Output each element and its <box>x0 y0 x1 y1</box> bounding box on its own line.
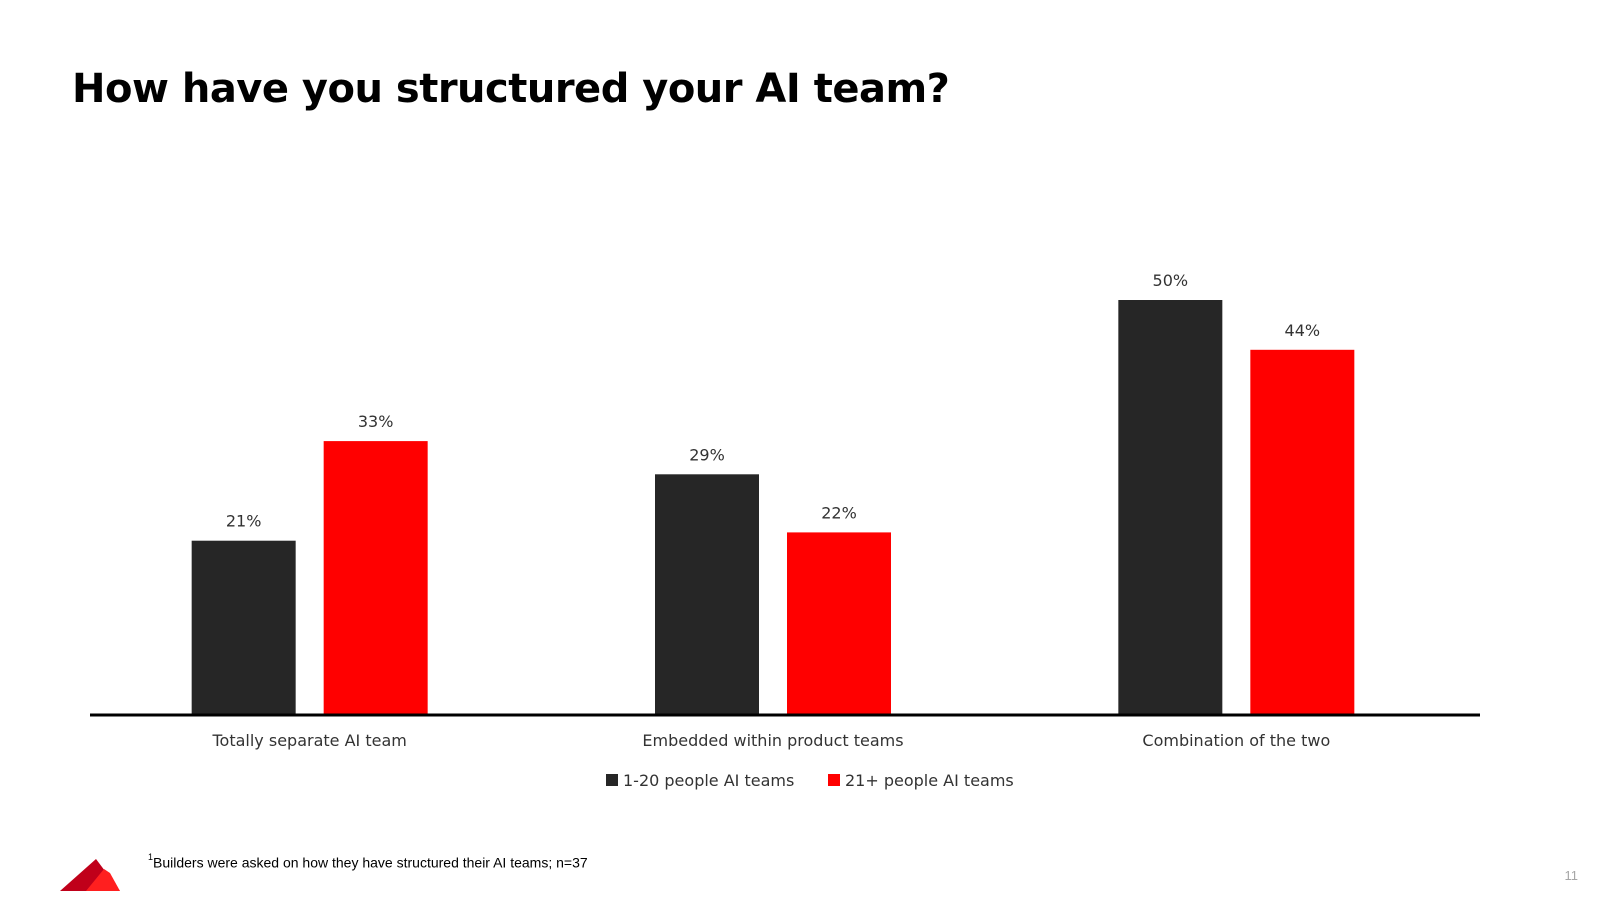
page-number: 11 <box>1564 868 1579 883</box>
bar-2-1 <box>323 441 428 715</box>
legend-label-1: 1-20 people AI teams <box>623 771 794 790</box>
footnote-text: Builders were asked on how they have str… <box>153 854 588 871</box>
data-label-1-3: 50% <box>1153 271 1189 290</box>
data-labels: 21% 33% 29% 22% 50% 44% <box>226 271 1320 531</box>
bars <box>191 300 1355 715</box>
category-label-3: Combination of the two <box>1142 731 1330 750</box>
footnote-marker: 1 <box>148 852 154 862</box>
data-label-1-2: 29% <box>689 445 725 464</box>
data-label-2-2: 22% <box>821 503 857 522</box>
category-label-1: Totally separate AI team <box>211 731 406 750</box>
legend: 1-20 people AI teams 21+ people AI teams <box>606 771 1014 790</box>
data-label-1-1: 21% <box>226 512 262 531</box>
page-title: How have you structured your AI team? <box>72 66 950 112</box>
category-label-2: Embedded within product teams <box>642 731 903 750</box>
data-label-2-3: 44% <box>1285 321 1321 340</box>
data-label-2-1: 33% <box>358 412 394 431</box>
footnote: 1Builders were asked on how they have st… <box>148 852 588 871</box>
legend-swatch-1 <box>606 774 618 786</box>
bar-1-3 <box>1118 300 1223 715</box>
mountain-logo-icon <box>60 859 120 891</box>
bar-1-2 <box>655 474 759 715</box>
category-labels: Totally separate AI team Embedded within … <box>211 731 1330 750</box>
legend-swatch-2 <box>828 774 840 786</box>
bar-1-1 <box>191 540 296 715</box>
bar-2-3 <box>1250 349 1355 715</box>
bar-2-2 <box>787 532 891 715</box>
legend-label-2: 21+ people AI teams <box>845 771 1014 790</box>
